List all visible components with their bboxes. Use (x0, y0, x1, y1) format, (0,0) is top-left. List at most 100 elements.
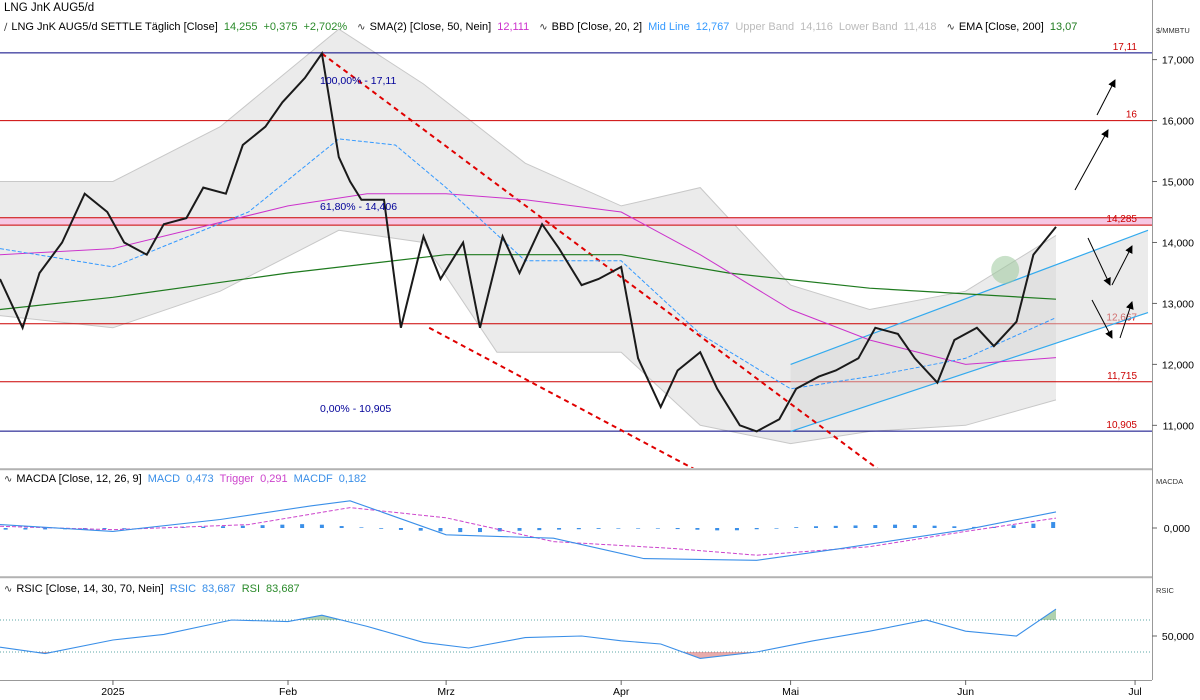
upper-band-line (0, 28, 1057, 311)
macd-histogram-bar (873, 525, 878, 528)
macd-histogram-bar (23, 528, 28, 530)
rsic-value: 83,687 (202, 583, 236, 595)
macd-legend-label[interactable]: MACDA [Close, 12, 26, 9] (16, 473, 142, 485)
price-legend-label[interactable]: LNG JnK AUG5/d SETTLE Täglich [Close] (11, 21, 218, 33)
level-label: 16 (1126, 110, 1138, 121)
rsi-y-axis: 50,000 (1152, 631, 1194, 643)
arrow-annotation (1074, 129, 1109, 191)
macd-histogram-bar (715, 528, 720, 531)
sma-line-icon: ∿ (357, 21, 366, 33)
macd-histogram-bar (438, 528, 443, 532)
macd-histogram-bar (636, 528, 641, 529)
highlight-circle (991, 255, 1020, 284)
x-tick-label: Mai (782, 686, 799, 698)
bbd-legend-label[interactable]: BBD [Close, 20, 2] (551, 21, 643, 33)
x-tick-label: Mrz (437, 686, 455, 698)
x-tick-label: Feb (279, 686, 297, 698)
trigger-label: Trigger (219, 473, 255, 485)
sma-value: 12,111 (497, 21, 530, 33)
channel-bottom (790, 312, 1149, 432)
sma-line (0, 193, 1057, 365)
x-tick-label: Jul (1128, 686, 1141, 698)
price-legend: ∕ LNG JnK AUG5/d SETTLE Täglich [Close] … (4, 21, 1077, 33)
macd-line (0, 500, 1057, 561)
macd-histogram-bar (1031, 523, 1036, 528)
trend-line-lower (428, 326, 695, 468)
y-tick-label: 14,000 (1162, 237, 1194, 249)
macd-histogram-bar (616, 528, 621, 529)
x-tick-label: Apr (613, 686, 630, 698)
y-tick-label: 17,000 (1162, 55, 1194, 67)
bbd-line-icon: ∿ (539, 21, 548, 33)
macd-histogram-bar (814, 526, 818, 528)
macd-histogram-bar (478, 528, 482, 533)
rsi-y-tick-label: 50,000 (1162, 631, 1194, 643)
macd-histogram-bar (240, 525, 245, 528)
chart-title[interactable]: LNG JnK AUG5/d (4, 2, 95, 14)
rsi-unit-label: RSIC (1156, 586, 1175, 595)
macd-histogram-bar (952, 526, 957, 528)
ema-line-icon: ∿ (946, 21, 955, 33)
macd-histogram-bar (201, 526, 206, 528)
macd-histogram-bar (833, 525, 838, 528)
macd-histogram-bar (359, 527, 364, 528)
rsic-label: RSIC (169, 583, 197, 595)
bbd-lower-label: Lower Band (838, 21, 898, 33)
channel-top (790, 229, 1149, 365)
arrow-annotation (1087, 237, 1111, 286)
macd-histogram-bar (932, 525, 937, 528)
y-tick-label: 12,000 (1162, 359, 1194, 371)
bollinger-fill (0, 29, 1056, 444)
macd-histogram-bar (43, 528, 48, 530)
sma-legend-label[interactable]: SMA(2) [Close, 50, Nein] (369, 21, 492, 33)
fib-label-100: 100,00% - 17,11 (320, 75, 396, 87)
rsi-panel: 50,000 (0, 608, 1194, 659)
chart-title-row: LNG JnK AUG5/d (4, 2, 94, 14)
x-tick-label: 2025 (101, 686, 125, 698)
macd-histogram-bar (576, 528, 581, 530)
rsi-value: 83,687 (266, 583, 300, 595)
fib-label-0: 0,00% - 10,905 (320, 403, 391, 415)
macd-histogram-bar (596, 528, 601, 529)
arrow-annotation (1119, 301, 1134, 339)
macd-unit-label: MACDA (1156, 477, 1183, 486)
macd-histogram-bar (734, 528, 739, 531)
y-tick-label: 15,000 (1162, 177, 1194, 189)
macd-histogram-bar (1011, 525, 1016, 528)
macd-histogram-bar (853, 525, 858, 528)
ema-line (0, 254, 1057, 311)
bollinger-band (0, 28, 1057, 445)
trend-line-upper (321, 52, 879, 468)
macd-panel: 0,000 (0, 500, 1190, 561)
bbd-lower-value: 11,418 (903, 21, 937, 33)
macd-histogram-bar (379, 528, 384, 529)
macd-histogram-bar (695, 528, 700, 530)
level-label: 17,11 (1113, 42, 1138, 53)
macd-histogram-bar (794, 527, 799, 528)
trigger-value: 0,291 (260, 473, 288, 485)
macd-histogram-bar (1051, 522, 1056, 528)
price-y-axis: 11,000 12,000 13,000 14,000 15,000 16,000 17,0… (1152, 55, 1194, 432)
macd-histogram-bar (181, 527, 186, 528)
arrow-annotation (1096, 79, 1116, 116)
macd-histogram-bar (774, 528, 779, 529)
bbd-mid-label: Mid Line (648, 21, 690, 33)
macd-histogram-bar (893, 524, 898, 528)
macd-value: 0,473 (186, 473, 214, 485)
rsi-legend-label[interactable]: RSIC [Close, 14, 30, 70, Nein] (16, 583, 164, 595)
price-pct: +2,702% (303, 21, 348, 33)
price-change: +0,375 (263, 21, 298, 33)
y-tick-label: 16,000 (1162, 116, 1194, 128)
macdf-label: MACDF (293, 473, 333, 485)
macd-histogram-bar (319, 524, 324, 528)
bbd-upper-value: 14,116 (800, 21, 833, 33)
price-series (0, 50, 1057, 433)
ema-legend-label[interactable]: EMA [Close, 200] (958, 21, 1044, 33)
bbd-mid-value: 12,767 (695, 21, 730, 33)
y-tick-label: 11,000 (1163, 420, 1194, 432)
arrow-annotation (1091, 299, 1113, 339)
macd-histogram-bar (675, 528, 680, 530)
macd-histogram-bar (458, 528, 463, 533)
